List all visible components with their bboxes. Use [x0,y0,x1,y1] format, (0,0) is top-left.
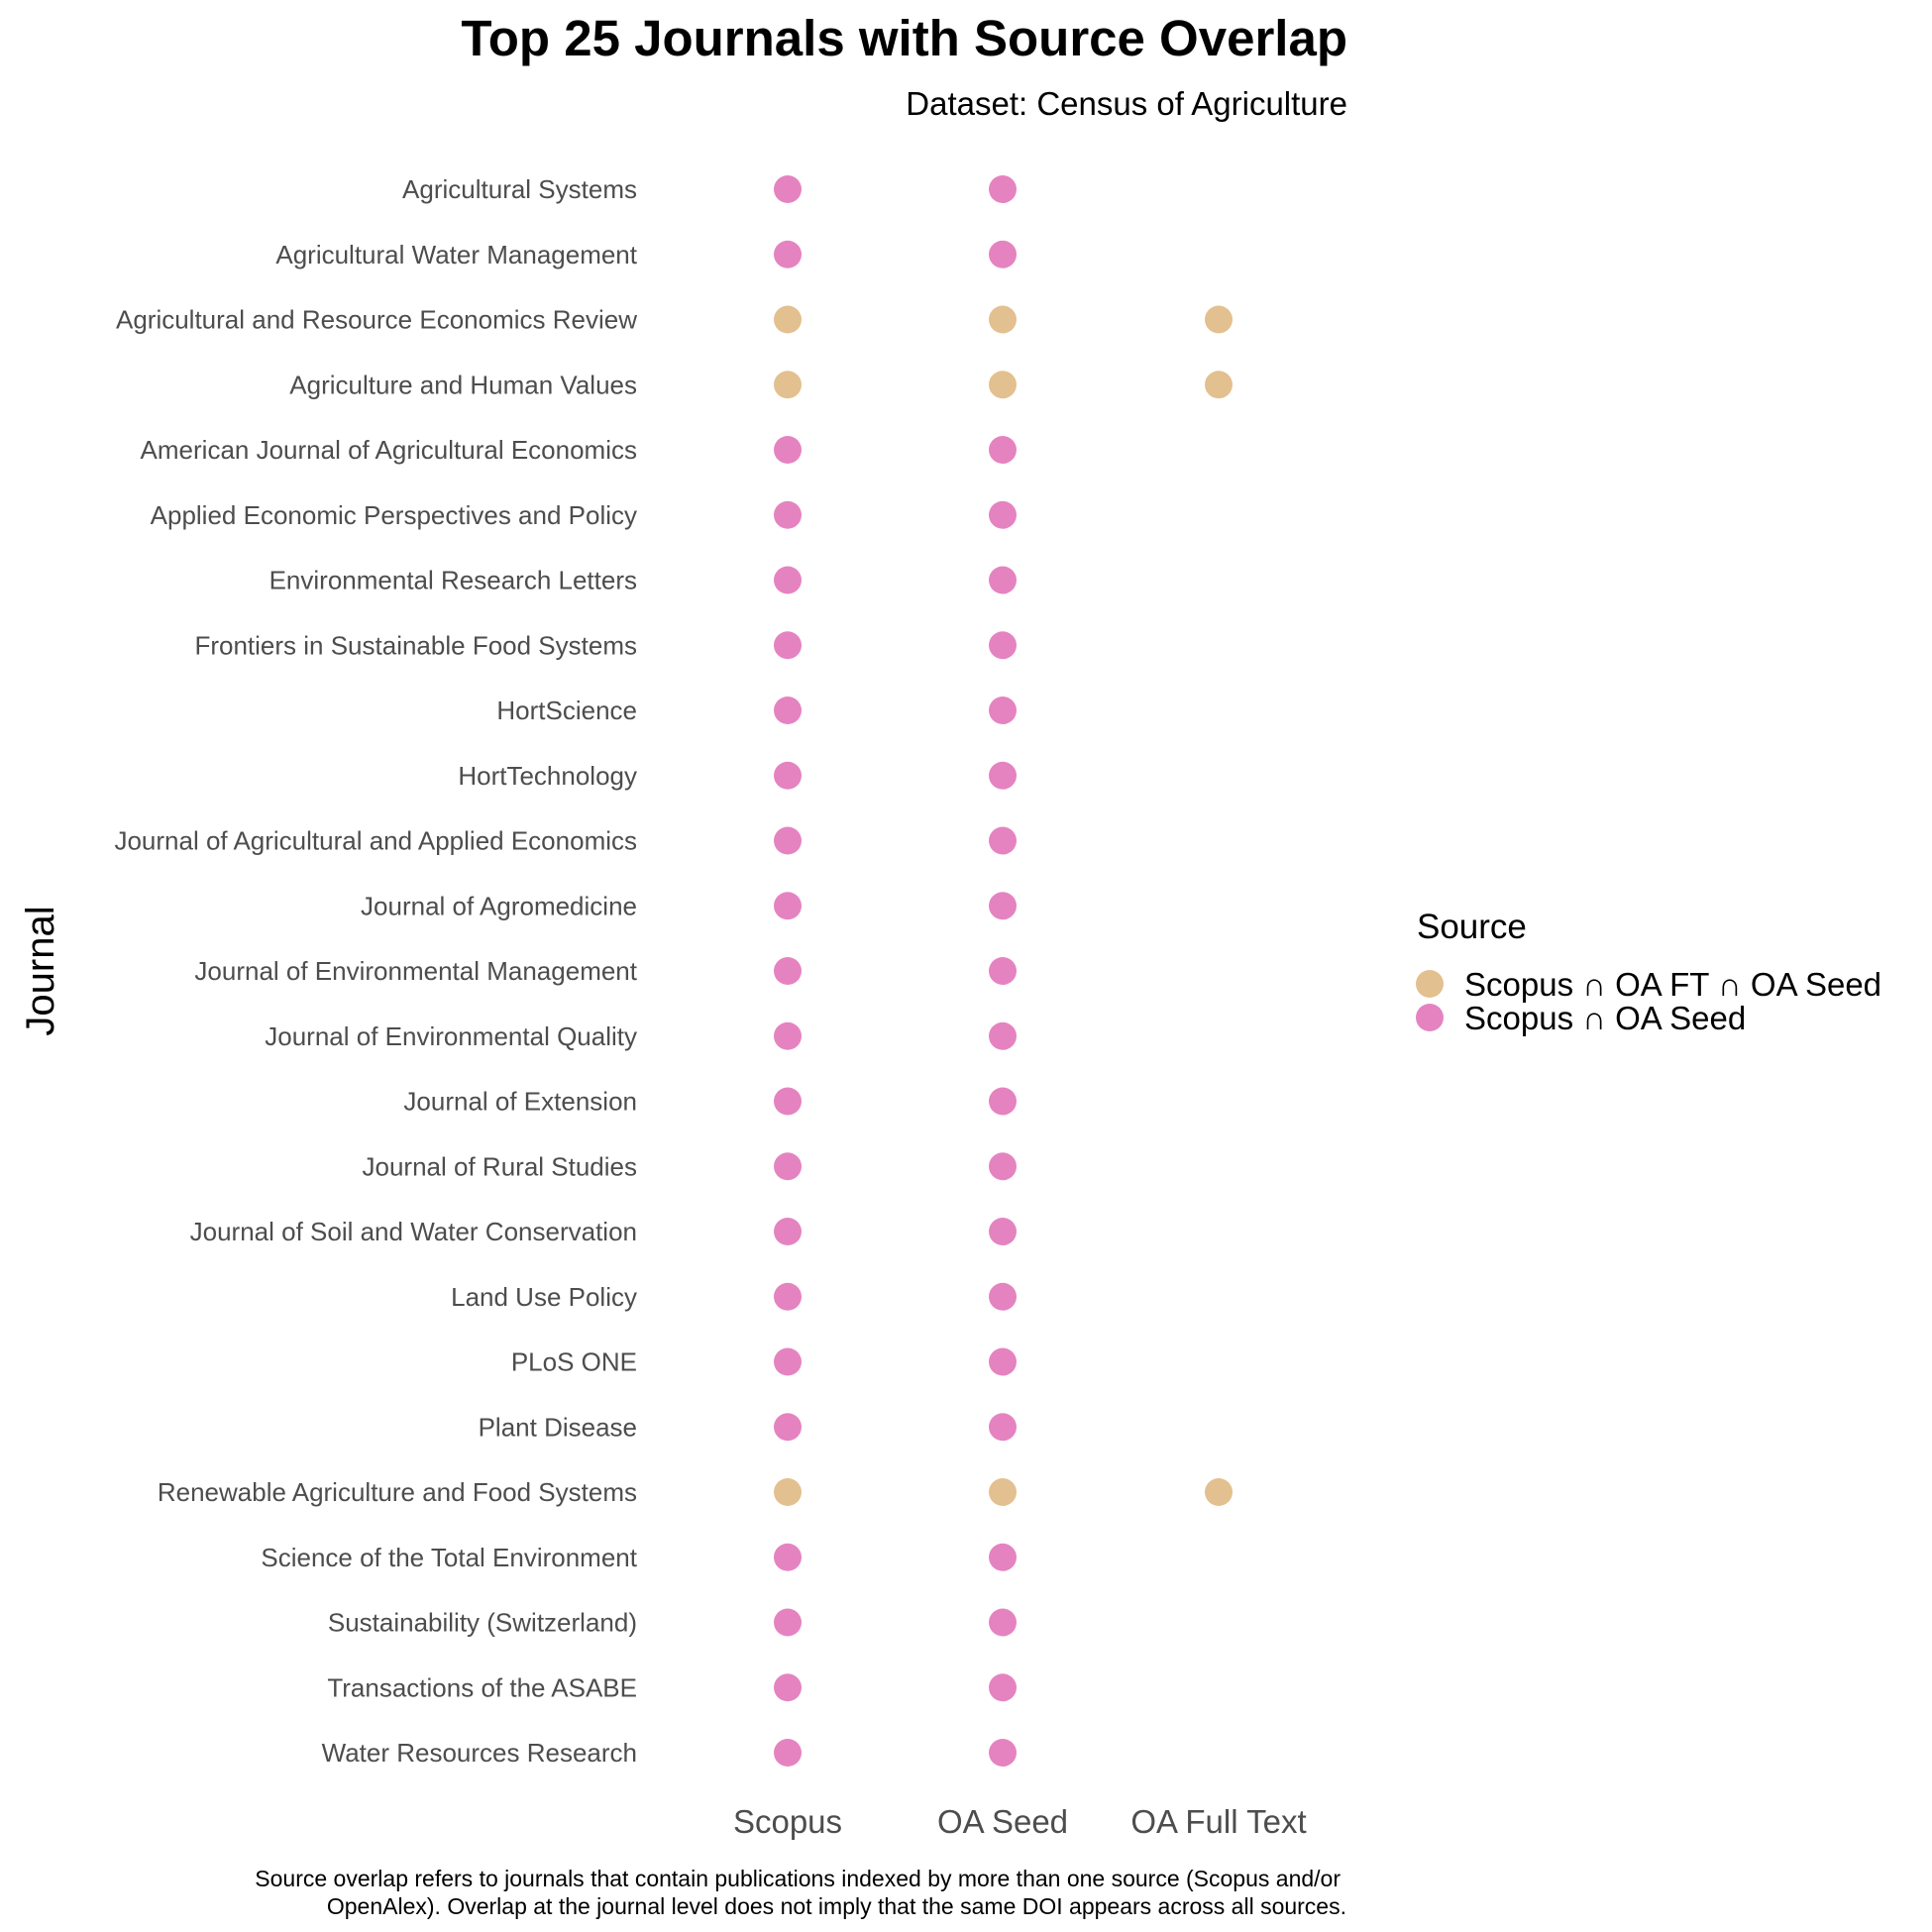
data-point [774,1608,802,1637]
y-tick-label: HortScience [496,696,637,725]
y-tick-label: Journal of Environmental Management [194,956,637,986]
data-point [989,1347,1017,1376]
y-tick-label: Applied Economic Perspectives and Policy [151,500,637,530]
data-point [774,1087,802,1116]
y-tick-label: Sustainability (Switzerland) [328,1608,637,1638]
data-point [774,305,802,334]
data-point [774,1543,802,1571]
y-tick-label: Journal of Agricultural and Applied Econ… [114,826,637,856]
data-point [989,566,1017,594]
data-point [774,1152,802,1181]
y-tick-label: American Journal of Agricultural Economi… [141,435,637,465]
y-tick-label: Journal of Agromedicine [361,891,637,920]
y-tick-label: Land Use Policy [451,1282,637,1312]
y-tick-label: Transactions of the ASABE [327,1672,637,1702]
data-point [989,1673,1017,1702]
chart-caption: Source overlap refers to journals that c… [255,1866,1346,1919]
data-point [774,761,802,790]
data-point [989,957,1017,985]
y-tick-label: Journal of Extension [403,1087,637,1117]
data-point [774,240,802,268]
data-point [989,305,1017,334]
data-point [989,1282,1017,1311]
y-tick-label: Journal of Soil and Water Conservation [190,1217,637,1246]
data-point [774,1739,802,1767]
data-point [989,1152,1017,1181]
y-tick-label: Renewable Agriculture and Food Systems [158,1477,637,1507]
data-point [774,566,802,594]
caption-line: Source overlap refers to journals that c… [255,1866,1341,1891]
y-axis-label: Journal [19,906,62,1035]
y-tick-label: HortTechnology [458,761,637,791]
data-point [989,1608,1017,1637]
data-point [989,1087,1017,1116]
data-point [989,500,1017,529]
x-axis-tick-labels: Scopus OA Seed OA Full Text [733,1803,1307,1840]
legend-title: Source [1417,908,1527,946]
data-point [989,175,1017,203]
data-point [989,1021,1017,1050]
data-point [774,631,802,660]
data-point [989,1413,1017,1442]
data-point [774,892,802,920]
data-point [774,697,802,724]
data-point [989,436,1017,464]
data-points [774,175,1233,1767]
data-point [989,1543,1017,1571]
data-point [989,1739,1017,1767]
data-point [989,1218,1017,1245]
data-point [774,436,802,464]
data-point [774,1673,802,1702]
data-point [774,1478,802,1506]
y-tick-label: Plant Disease [479,1412,637,1442]
data-point [989,631,1017,660]
y-axis-tick-labels: Agricultural Systems Agricultural Water M… [114,174,637,1768]
x-tick-label: Scopus [733,1803,842,1840]
data-point [989,240,1017,268]
y-tick-label: Journal of Rural Studies [363,1151,637,1181]
y-tick-label: PLoS ONE [511,1347,637,1377]
legend: Source Scopus ∩ OA FT ∩ OA Seed Scopus ∩… [1416,908,1881,1036]
data-point [774,1021,802,1050]
y-tick-label: Environmental Research Letters [269,566,637,595]
caption-line: OpenAlex). Overlap at the journal level … [327,1893,1346,1919]
data-point [774,175,802,203]
x-tick-label: OA Full Text [1130,1803,1306,1840]
data-point [1205,1478,1233,1506]
y-tick-label: Water Resources Research [322,1738,637,1768]
legend-label: Scopus ∩ OA FT ∩ OA Seed [1464,966,1881,1003]
y-tick-label: Agricultural Systems [402,174,637,204]
data-point [989,826,1017,855]
y-tick-label: Journal of Environmental Quality [265,1021,637,1051]
data-point [1205,305,1233,334]
data-point [989,761,1017,790]
x-tick-label: OA Seed [937,1803,1068,1840]
data-point [989,1478,1017,1506]
data-point [774,1347,802,1376]
legend-swatch [1416,1004,1444,1031]
data-point [774,1218,802,1245]
data-point [774,1413,802,1442]
data-point [774,371,802,399]
data-point [989,892,1017,920]
data-point [989,371,1017,399]
data-point [1205,371,1233,399]
legend-swatch [1416,970,1444,998]
y-tick-label: Agricultural and Resource Economics Revi… [116,305,637,335]
y-tick-label: Frontiers in Sustainable Food Systems [194,630,637,660]
y-tick-label: Science of the Total Environment [261,1543,637,1572]
legend-label: Scopus ∩ OA Seed [1464,1000,1746,1036]
data-point [774,957,802,985]
y-tick-label: Agricultural Water Management [275,240,637,269]
y-tick-label: Agriculture and Human Values [289,370,637,399]
data-point [989,697,1017,724]
data-point [774,500,802,529]
chart-title: Top 25 Journals with Source Overlap [461,10,1347,66]
data-point [774,1282,802,1311]
data-point [774,826,802,855]
chart-subtitle: Dataset: Census of Agriculture [906,85,1347,122]
